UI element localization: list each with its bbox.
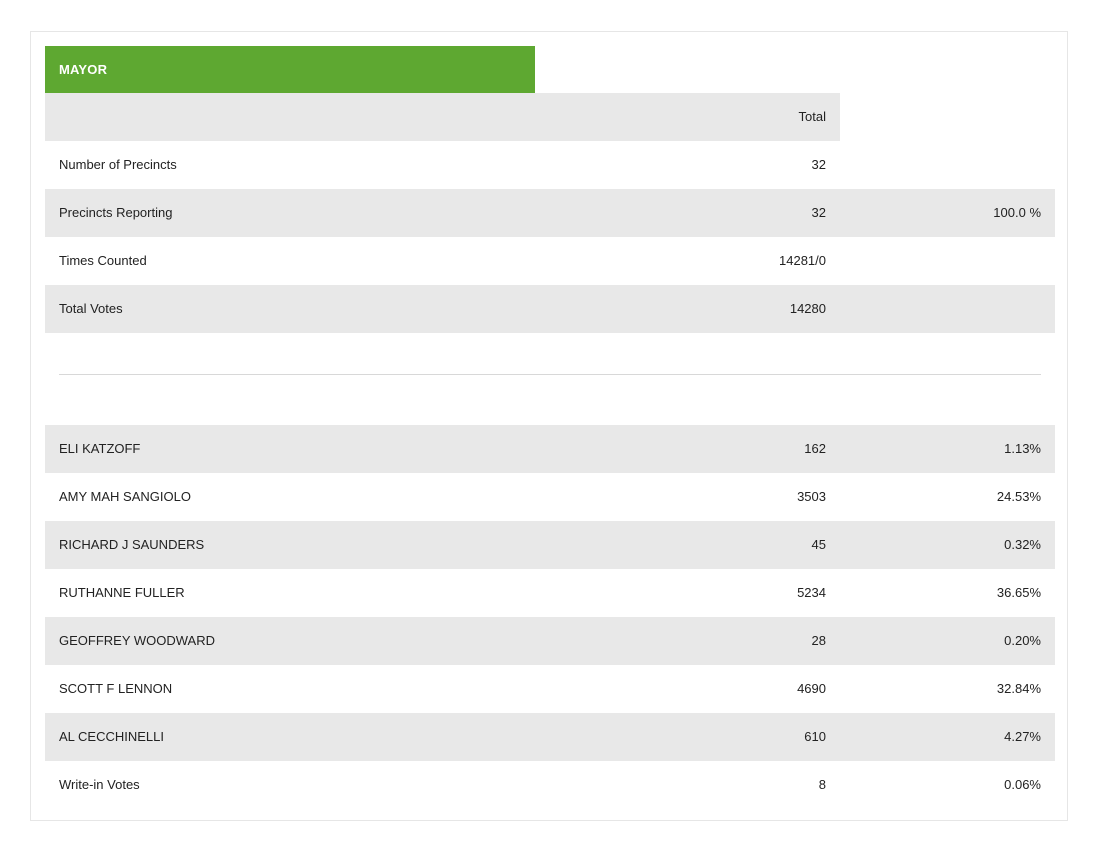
row-total: 32	[811, 157, 826, 172]
candidate-percent: 32.84%	[996, 681, 1041, 696]
candidate-name: SCOTT F LENNON	[59, 681, 173, 696]
candidate-percent: 0.20%	[1004, 633, 1041, 648]
candidate-percent: 36.65%	[996, 585, 1041, 600]
candidate-votes: 45	[811, 537, 826, 552]
candidate-name: GEOFFREY WOODWARD	[59, 633, 215, 648]
row-label: Times Counted	[59, 253, 147, 268]
candidate-name: Write-in Votes	[59, 777, 140, 792]
candidate-votes: 3503	[797, 489, 826, 504]
row-percent: 100.0 %	[993, 205, 1041, 220]
candidate-name: RICHARD J SAUNDERS	[59, 537, 205, 552]
candidate-row: AMY MAH SANGIOLO 3503 24.53%	[45, 473, 1055, 521]
candidate-votes: 4690	[797, 681, 826, 696]
summary-row-total-votes: Total Votes 14280	[45, 285, 1055, 333]
candidate-row: RICHARD J SAUNDERS 45 0.32%	[45, 521, 1055, 569]
row-total: 14281/0	[779, 253, 826, 268]
candidate-percent: 0.32%	[1004, 537, 1041, 552]
candidate-row-write-in: Write-in Votes 8 0.06%	[45, 761, 1055, 809]
row-total: 14280	[789, 301, 826, 316]
candidate-name: AL CECCHINELLI	[59, 729, 164, 744]
candidate-votes: 28	[811, 633, 826, 648]
candidate-votes: 162	[804, 441, 826, 456]
candidate-percent: 1.13%	[1004, 441, 1041, 456]
candidate-name: RUTHANNE FULLER	[59, 585, 185, 600]
candidate-row: RUTHANNE FULLER 5234 36.65%	[45, 569, 1055, 617]
candidate-votes: 8	[818, 777, 826, 792]
candidate-votes: 5234	[797, 585, 826, 600]
candidate-row: AL CECCHINELLI 610 4.27%	[45, 713, 1055, 761]
candidate-percent: 0.06%	[1004, 777, 1041, 792]
candidate-name: ELI KATZOFF	[59, 441, 141, 456]
row-label: Precincts Reporting	[59, 205, 173, 220]
row-total: 32	[811, 205, 826, 220]
row-label: Total Votes	[59, 301, 123, 316]
candidate-name: AMY MAH SANGIOLO	[59, 489, 191, 504]
candidate-percent: 4.27%	[1004, 729, 1041, 744]
candidate-row: GEOFFREY WOODWARD 28 0.20%	[45, 617, 1055, 665]
section-divider	[59, 374, 1041, 375]
total-column-header: Total	[798, 109, 826, 124]
candidate-percent: 24.53%	[996, 489, 1041, 504]
results-panel: MAYOR Total Number of Precincts 32 Preci…	[30, 31, 1068, 821]
candidate-row: ELI KATZOFF 162 1.13%	[45, 425, 1055, 473]
candidate-row: SCOTT F LENNON 4690 32.84%	[45, 665, 1055, 713]
summary-row-times-counted: Times Counted 14281/0	[45, 237, 1055, 285]
summary-row-precincts-reporting: Precincts Reporting 32 100.0 %	[45, 189, 1055, 237]
candidate-votes: 610	[804, 729, 826, 744]
summary-row-number-of-precincts: Number of Precincts 32	[45, 141, 1055, 189]
table-header: Total	[45, 93, 840, 141]
contest-title: MAYOR	[45, 46, 535, 93]
row-label: Number of Precincts	[59, 157, 177, 172]
